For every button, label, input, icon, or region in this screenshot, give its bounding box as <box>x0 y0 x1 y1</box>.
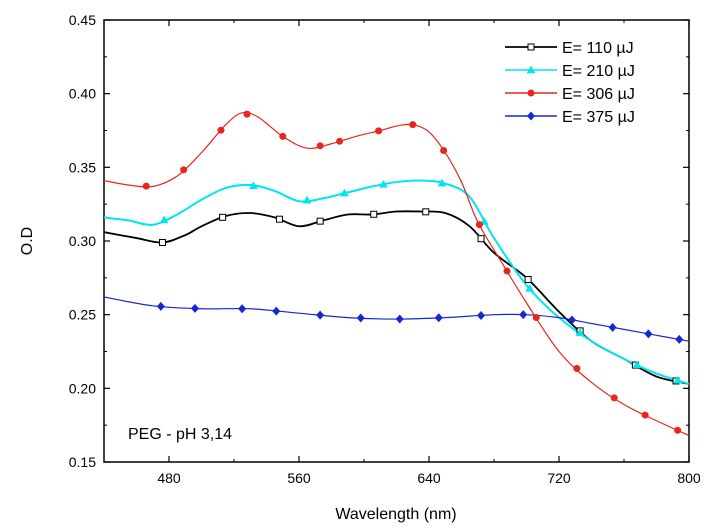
y-tick-label: 0.35 <box>69 159 96 175</box>
series-1-point <box>276 215 283 223</box>
ticks-layer: 480 560 640 720 800 0.15 0.20 0.25 0.30 0.35 0.40 0… <box>69 12 701 486</box>
series-2-point <box>249 181 258 190</box>
series-1-point <box>370 210 378 218</box>
series-4-point <box>238 304 247 314</box>
x-tick-label: 800 <box>677 470 701 486</box>
series-2-point <box>575 328 585 337</box>
series-2-point <box>437 178 447 187</box>
series-3-point <box>279 132 287 140</box>
legend-marker-2 <box>526 65 536 74</box>
series-2-point <box>673 375 683 384</box>
series-line-1 <box>104 210 689 385</box>
series-4-point <box>477 310 485 320</box>
series-3-point <box>503 267 511 275</box>
series-3-point <box>475 221 483 229</box>
annotation-label: PEG - pH 3,14 <box>128 426 232 443</box>
series-4-point <box>608 322 617 332</box>
x-axis-title: Wavelength (nm) <box>335 506 456 523</box>
y-tick-label: 0.25 <box>69 307 96 323</box>
legend-label-3: E= 306 µJ <box>562 86 635 103</box>
y-tick-label: 0.45 <box>69 12 96 28</box>
series-1-point <box>422 208 430 216</box>
legend-marker-3 <box>527 89 535 97</box>
series-line-2 <box>104 179 689 385</box>
series-3-point <box>217 126 225 134</box>
series-3-point <box>573 365 581 373</box>
series-4-point <box>356 313 365 323</box>
series-4-point <box>675 334 684 344</box>
marker-layer <box>142 110 684 434</box>
x-tick-label: 640 <box>417 470 441 486</box>
legend-label-4: E= 375 µJ <box>562 109 635 126</box>
series-1-point <box>159 238 166 246</box>
series-3-point <box>641 411 649 419</box>
series-4-point <box>156 301 165 311</box>
series-1-point <box>316 217 324 225</box>
series-3-point <box>440 147 448 155</box>
series-4-point <box>191 303 199 313</box>
series-4-point <box>316 310 325 320</box>
series-4-point <box>434 313 443 323</box>
series-2-point <box>340 188 349 197</box>
y-axis-title: O.D <box>19 227 36 255</box>
series-3-point <box>409 121 417 129</box>
legend-label-2: E= 210 µJ <box>562 63 635 80</box>
series-3-point <box>180 166 188 174</box>
series-line-3 <box>104 111 689 437</box>
series-4-point <box>395 314 404 324</box>
y-tick-label: 0.20 <box>69 380 96 396</box>
y-tick-label: 0.15 <box>69 454 96 470</box>
series-3-point <box>610 394 618 402</box>
y-tick-label: 0.40 <box>69 86 96 102</box>
series-1-point <box>524 276 532 284</box>
series-4-point <box>519 310 528 320</box>
series-4-point <box>644 329 653 339</box>
y-tick-label: 0.30 <box>69 233 96 249</box>
legend: E= 110 µJ E= 210 µJ E= 306 µJ E= 375 µJ <box>505 40 635 126</box>
series-3-point <box>316 142 324 150</box>
x-tick-label: 480 <box>157 470 181 486</box>
series-4-point <box>272 306 281 316</box>
series-2-point <box>159 215 169 224</box>
series-2-point <box>379 179 388 188</box>
legend-marker-4 <box>527 111 535 121</box>
series-3-point <box>375 127 383 135</box>
series-3-point <box>532 313 540 321</box>
series-layer <box>104 111 689 437</box>
series-1-point <box>219 213 227 221</box>
series-3-point <box>243 110 251 118</box>
series-4-point <box>568 315 576 325</box>
series-2-point <box>525 283 535 292</box>
series-2-point <box>302 195 312 204</box>
series-3-point <box>674 426 682 434</box>
legend-label-1: E= 110 µJ <box>562 40 634 57</box>
series-1-point <box>477 235 485 243</box>
series-2-point <box>632 360 642 369</box>
legend-marker-1 <box>527 43 535 51</box>
series-3-point <box>336 137 344 145</box>
series-3-point <box>142 182 150 190</box>
x-tick-label: 720 <box>547 470 571 486</box>
x-tick-label: 560 <box>287 470 311 486</box>
